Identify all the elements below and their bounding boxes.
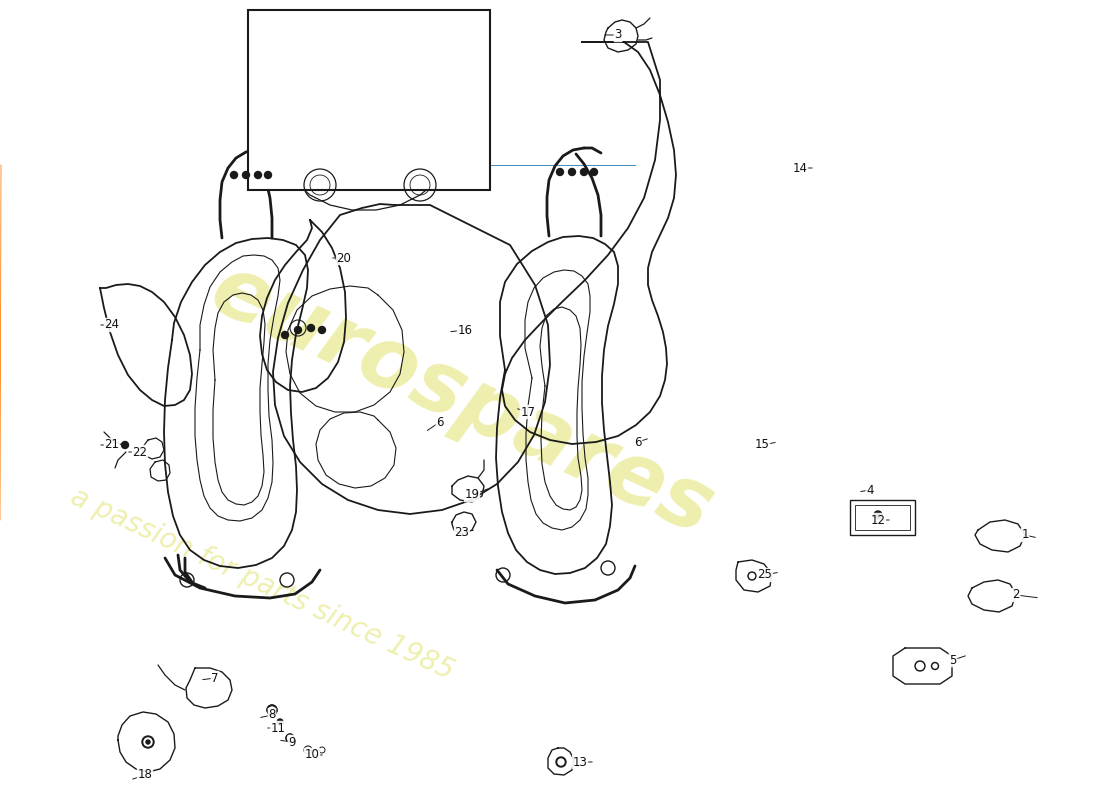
Circle shape: [308, 325, 315, 331]
Text: 6: 6: [635, 435, 641, 449]
Text: 1: 1: [1021, 529, 1028, 542]
Circle shape: [933, 664, 937, 668]
Text: 18: 18: [138, 769, 153, 782]
Circle shape: [282, 331, 288, 338]
Circle shape: [264, 171, 272, 178]
Circle shape: [319, 326, 326, 334]
Text: 23: 23: [454, 526, 470, 538]
Text: 12: 12: [870, 514, 886, 526]
Text: 11: 11: [271, 722, 286, 734]
Text: 6: 6: [437, 415, 443, 429]
Text: 3: 3: [614, 29, 622, 42]
Circle shape: [569, 169, 575, 175]
Text: 24: 24: [104, 318, 120, 331]
Text: 25: 25: [758, 569, 772, 582]
Circle shape: [556, 757, 566, 767]
Circle shape: [748, 572, 756, 580]
Text: 2: 2: [1012, 589, 1020, 602]
Text: 4: 4: [867, 483, 873, 497]
Circle shape: [916, 662, 924, 670]
Circle shape: [146, 740, 150, 744]
Circle shape: [142, 736, 154, 748]
Circle shape: [286, 734, 294, 742]
Circle shape: [932, 662, 938, 670]
Bar: [850, 500, 915, 535]
Circle shape: [267, 705, 277, 715]
Text: 17: 17: [520, 406, 536, 418]
Circle shape: [558, 759, 564, 765]
Text: 7: 7: [211, 671, 219, 685]
Text: 15: 15: [755, 438, 769, 451]
Text: 8: 8: [268, 709, 276, 722]
Circle shape: [749, 574, 755, 578]
Circle shape: [287, 735, 293, 741]
Text: 9: 9: [288, 735, 296, 749]
Text: 13: 13: [573, 755, 587, 769]
Text: 14: 14: [792, 162, 807, 174]
Circle shape: [254, 171, 262, 178]
Circle shape: [557, 169, 563, 175]
Circle shape: [874, 511, 882, 519]
Text: 16: 16: [458, 323, 473, 337]
Text: 20: 20: [337, 251, 351, 265]
Circle shape: [591, 169, 597, 175]
Text: 21: 21: [104, 438, 120, 451]
Circle shape: [295, 326, 301, 334]
Circle shape: [270, 707, 275, 713]
Text: 19: 19: [464, 489, 480, 502]
Text: eurospares: eurospares: [198, 247, 727, 553]
Circle shape: [581, 169, 587, 175]
Circle shape: [121, 442, 129, 449]
Circle shape: [242, 171, 250, 178]
Bar: [248, 10, 490, 190]
Circle shape: [915, 661, 925, 671]
Circle shape: [231, 171, 238, 178]
Text: 22: 22: [132, 446, 147, 458]
Circle shape: [277, 719, 283, 725]
Text: 5: 5: [949, 654, 957, 666]
Text: 10: 10: [305, 749, 319, 762]
Circle shape: [144, 738, 152, 746]
Text: a passion for parts since 1985: a passion for parts since 1985: [66, 482, 458, 686]
Bar: [855, 505, 910, 530]
